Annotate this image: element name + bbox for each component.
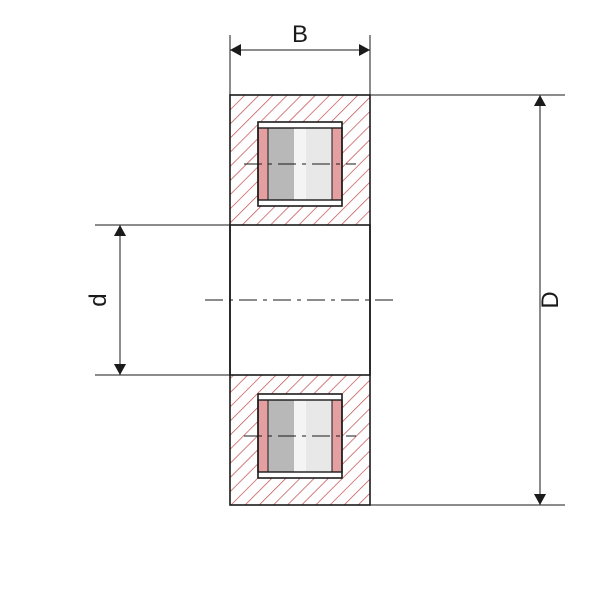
roller-bottom: [244, 394, 356, 478]
label-b: B: [292, 21, 308, 48]
label-D: D: [537, 291, 564, 308]
roller-top: [244, 122, 356, 206]
label-d: d: [85, 293, 112, 306]
